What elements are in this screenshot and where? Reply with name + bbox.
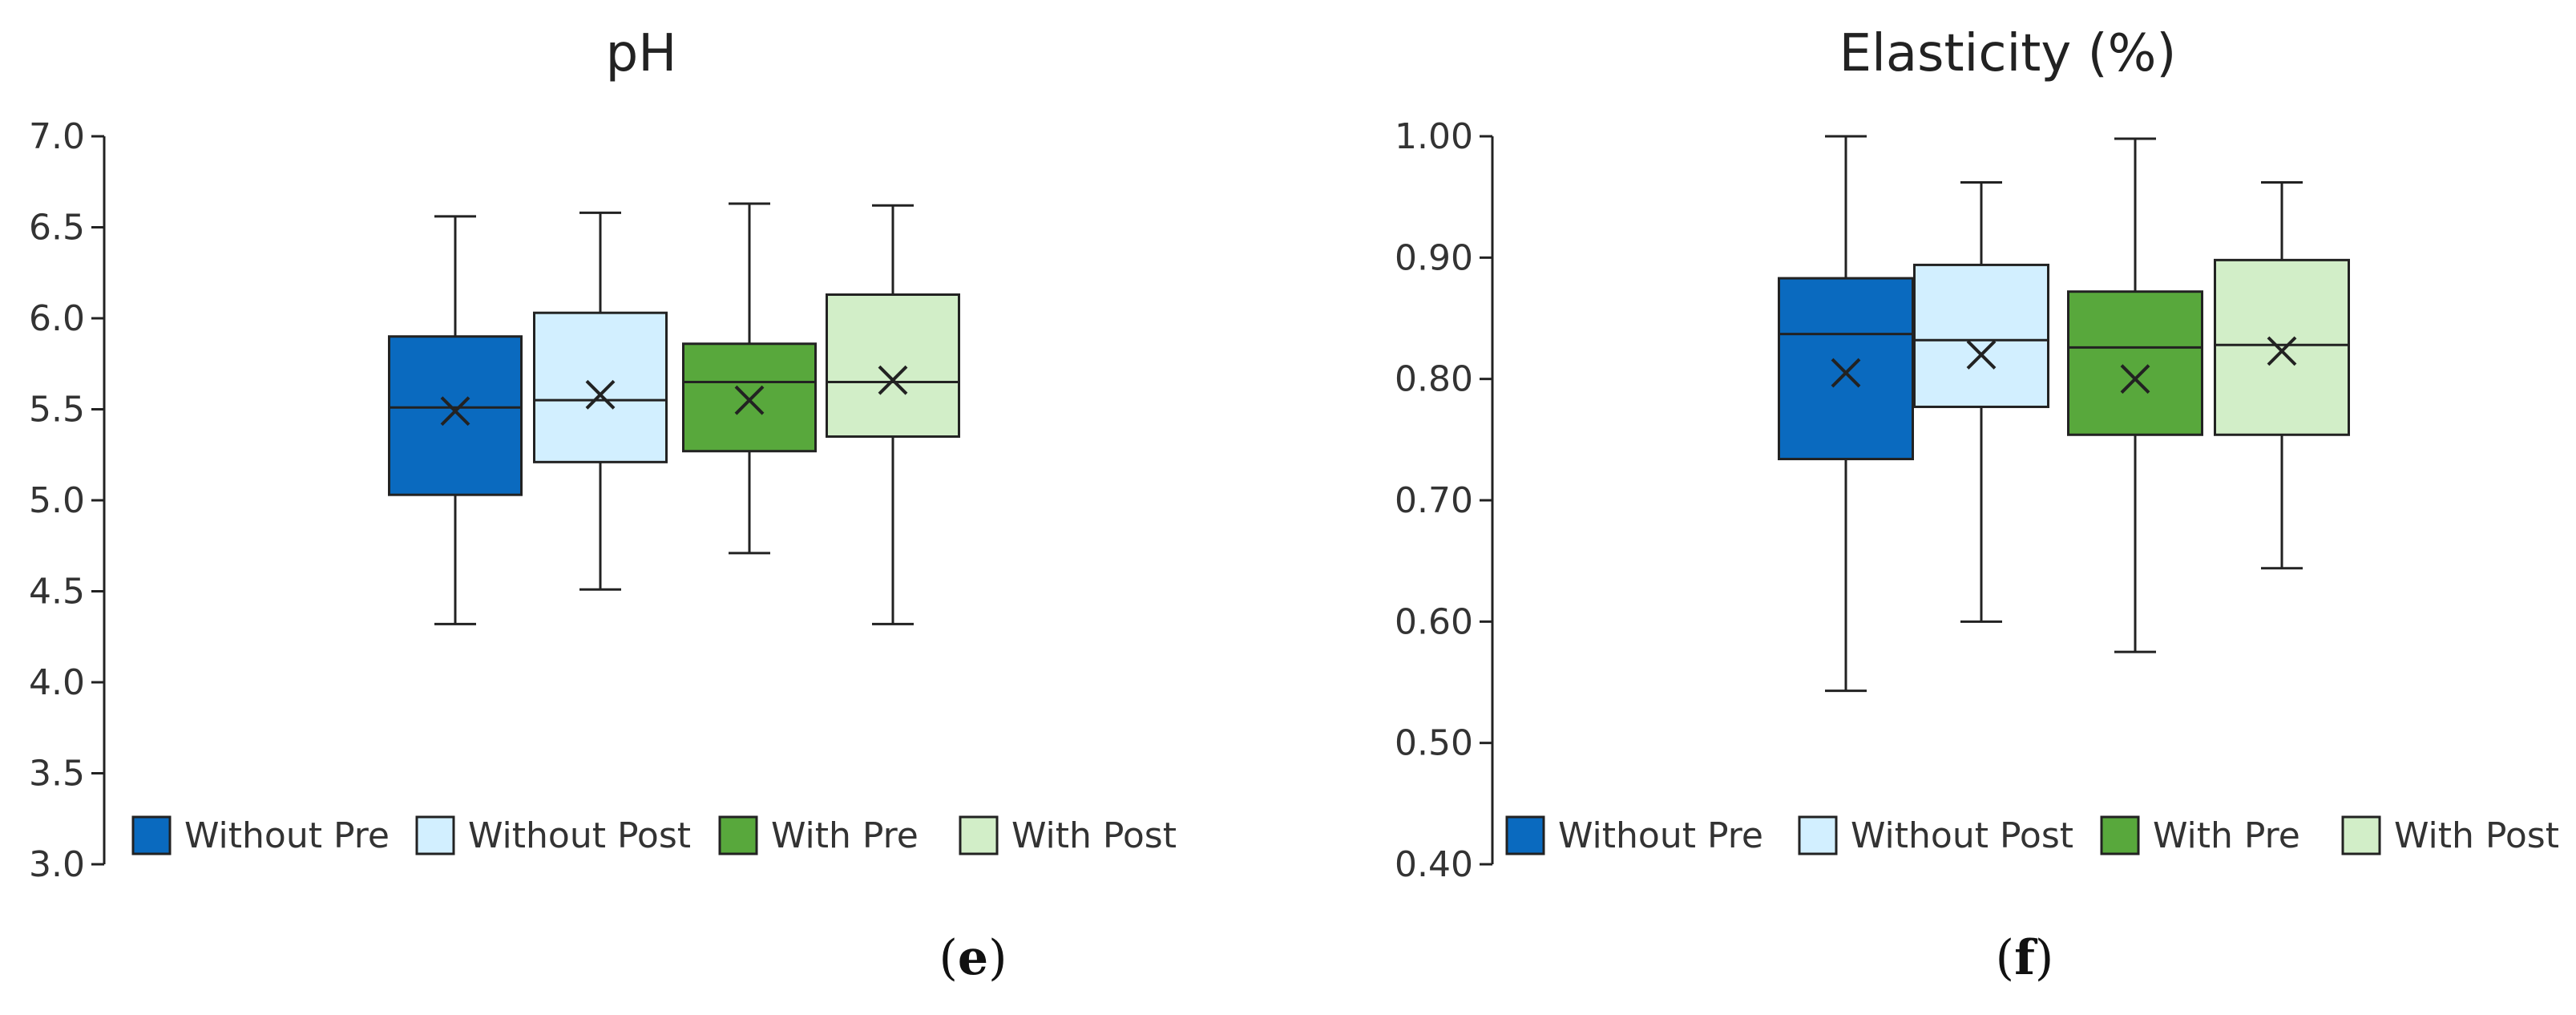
box-without-post	[533, 211, 668, 591]
panel-label-close: )	[988, 930, 1007, 986]
legend-label: With Pre	[771, 815, 919, 856]
legend-swatch	[415, 815, 455, 855]
box-with-post	[826, 204, 960, 625]
box-iqr	[2214, 258, 2350, 436]
legend-swatch	[959, 815, 999, 855]
legend-label: With Pre	[2153, 815, 2300, 856]
legend-label: Without Pre	[184, 815, 390, 856]
y-tick-label: 5.5	[29, 390, 85, 431]
y-tick-label: 1.00	[1395, 116, 1473, 157]
y-tick-label: 6.0	[29, 298, 85, 339]
y-tick-label: 4.0	[29, 662, 85, 703]
panel-label-letter: e	[958, 930, 988, 986]
panel-label-open: (	[939, 930, 957, 986]
box-iqr	[826, 293, 960, 439]
legend-label: Without Pre	[1558, 815, 1763, 856]
box-without-pre	[1778, 135, 1914, 693]
y-tick-label: 3.0	[29, 844, 85, 885]
chart-panel-ph: pH 3.0 3.5 4.0 4.5 5.0 5.5 6.0 6.5 7.0 Without Pre…	[29, 24, 1177, 986]
box-with-pre	[682, 202, 817, 555]
legend-swatch	[718, 815, 758, 855]
chart-title: Elasticity (%)	[1839, 24, 2177, 83]
y-tick-label: 4.5	[29, 572, 85, 613]
legend-label: Without Post	[468, 815, 691, 856]
y-tick-label: 0.80	[1395, 359, 1473, 400]
legend-label: With Post	[2394, 815, 2559, 856]
legend-swatch	[2100, 815, 2140, 855]
chart-title: pH	[606, 24, 677, 83]
y-tick-label: 5.0	[29, 480, 85, 521]
y-tick-label: 0.60	[1395, 601, 1473, 642]
box-iqr	[1778, 277, 1914, 461]
box-without-post	[1913, 181, 2049, 623]
y-tick-label: 6.5	[29, 208, 85, 249]
y-tick-label: 7.0	[29, 116, 85, 157]
box-without-pre	[388, 215, 523, 625]
legend-swatch	[131, 815, 172, 855]
y-tick-label: 0.70	[1395, 480, 1473, 521]
mean-marker	[734, 385, 765, 415]
legend-label: Without Post	[1851, 815, 2073, 856]
panel-label: (f)	[1996, 930, 2054, 986]
mean-marker	[1831, 358, 1861, 388]
legend-swatch	[1505, 815, 1545, 855]
legend-swatch	[1798, 815, 1838, 855]
box-iqr	[2067, 290, 2203, 436]
chart-panel-elasticity: Elasticity (%) 0.40 0.50 0.60 0.70 0.80 0.90 1.…	[1395, 24, 2559, 986]
mean-marker	[878, 365, 908, 395]
box-iqr	[682, 342, 817, 453]
y-tick-label: 3.5	[29, 754, 85, 795]
panel-label: (e)	[939, 930, 1007, 986]
box-iqr	[533, 311, 668, 463]
y-tick-label: 0.50	[1395, 723, 1473, 764]
legend-label: With Post	[1011, 815, 1177, 856]
box-with-post	[2214, 181, 2350, 570]
box-iqr	[388, 335, 523, 496]
panel-label-open: (	[1996, 930, 2014, 986]
legend-swatch	[2341, 815, 2381, 855]
y-tick-label: 0.90	[1395, 237, 1473, 278]
mean-marker	[440, 396, 470, 427]
mean-marker	[585, 379, 616, 410]
panel-label-letter: f	[2014, 930, 2038, 986]
box-iqr	[1913, 263, 2049, 408]
mean-marker	[1966, 339, 1997, 370]
mean-marker	[2120, 364, 2150, 394]
panel-label-close: )	[2035, 930, 2053, 986]
mean-marker	[2267, 336, 2297, 366]
y-tick-label: 0.40	[1395, 844, 1473, 885]
box-with-pre	[2067, 137, 2203, 653]
